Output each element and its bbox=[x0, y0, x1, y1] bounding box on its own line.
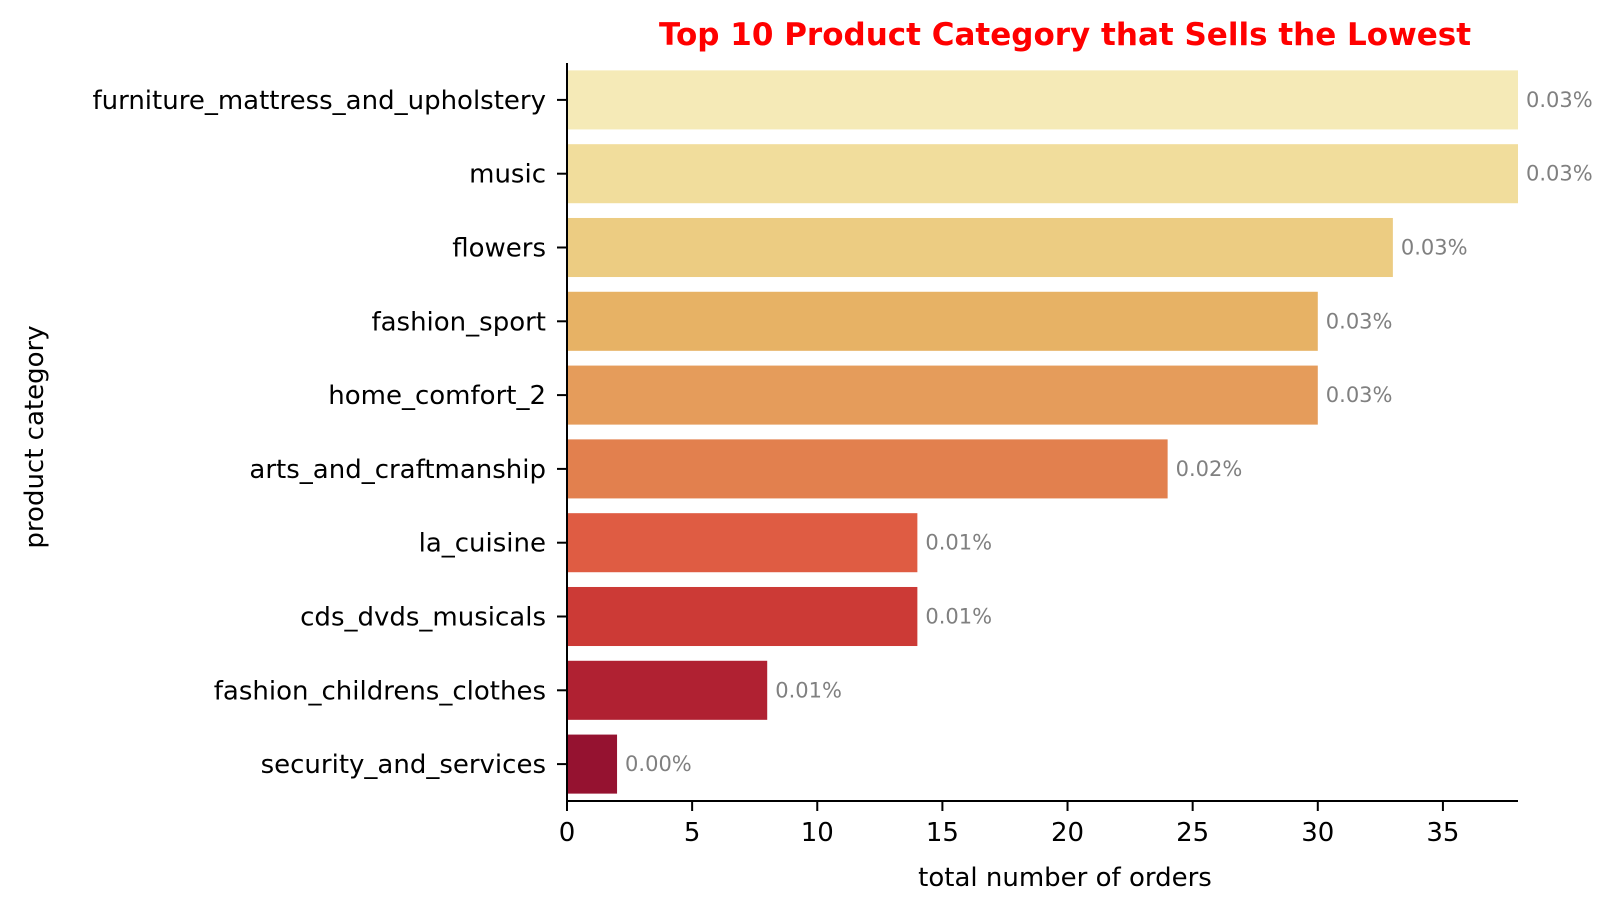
x-tick-label-5: 5 bbox=[684, 818, 701, 848]
data-label-furniture_mattress_and_upholstery: 0.03% bbox=[1526, 88, 1593, 112]
category-label-fashion_childrens_clothes: fashion_childrens_clothes bbox=[214, 676, 546, 706]
bar-fashion_sport bbox=[567, 291, 1318, 351]
chart-title: Top 10 Product Category that Sells the L… bbox=[659, 17, 1471, 53]
data-label-la_cuisine: 0.01% bbox=[925, 531, 992, 555]
y-axis-label: product category bbox=[20, 325, 50, 548]
bar-home_comfort_2 bbox=[567, 365, 1318, 425]
bars-group bbox=[567, 70, 1518, 794]
x-tick-label-35: 35 bbox=[1426, 818, 1459, 848]
x-tick-label-25: 25 bbox=[1176, 818, 1209, 848]
x-tick-label-20: 20 bbox=[1051, 818, 1084, 848]
category-label-security_and_services: security_and_services bbox=[261, 750, 546, 780]
data-label-fashion_sport: 0.03% bbox=[1326, 309, 1393, 333]
bar-fashion_childrens_clothes bbox=[567, 660, 768, 720]
data-label-music: 0.03% bbox=[1526, 162, 1593, 186]
data-label-arts_and_craftmanship: 0.02% bbox=[1176, 457, 1243, 481]
data-labels-group: 0.03% 0.03% 0.03% 0.03% 0.03% 0.02% 0.01% 0.01%… bbox=[625, 88, 1593, 776]
category-label-home_comfort_2: home_comfort_2 bbox=[328, 381, 546, 411]
data-label-fashion_childrens_clothes: 0.01% bbox=[775, 678, 842, 702]
bar-arts_and_craftmanship bbox=[567, 439, 1168, 499]
category-label-la_cuisine: la_cuisine bbox=[419, 529, 546, 559]
data-label-security_and_services: 0.00% bbox=[625, 752, 692, 776]
category-label-music: music bbox=[469, 160, 546, 190]
category-label-arts_and_craftmanship: arts_and_craftmanship bbox=[249, 455, 546, 485]
data-label-home_comfort_2: 0.03% bbox=[1326, 383, 1393, 407]
data-label-cds_dvds_musicals: 0.01% bbox=[925, 605, 992, 629]
x-tick-label-15: 15 bbox=[926, 818, 959, 848]
bar-furniture_mattress_and_upholstery bbox=[567, 70, 1518, 130]
data-label-flowers: 0.03% bbox=[1401, 236, 1468, 260]
bar-flowers bbox=[567, 217, 1393, 278]
category-label-cds_dvds_musicals: cds_dvds_musicals bbox=[300, 603, 546, 633]
bar-security_and_services bbox=[567, 734, 618, 794]
bar-la_cuisine bbox=[567, 513, 918, 573]
bar-cds_dvds_musicals bbox=[567, 586, 918, 647]
x-tick-label-10: 10 bbox=[801, 818, 834, 848]
x-tick-label-30: 30 bbox=[1301, 818, 1334, 848]
x-axis: 0 5 10 15 20 25 30 35 bbox=[559, 800, 1518, 848]
category-label-flowers: flowers bbox=[452, 234, 546, 264]
x-axis-label: total number of orders bbox=[918, 863, 1212, 893]
category-label-furniture_mattress_and_upholstery: furniture_mattress_and_upholstery bbox=[92, 86, 546, 116]
x-tick-label-0: 0 bbox=[559, 818, 576, 848]
bar-music bbox=[567, 144, 1518, 204]
category-label-fashion_sport: fashion_sport bbox=[371, 307, 546, 337]
